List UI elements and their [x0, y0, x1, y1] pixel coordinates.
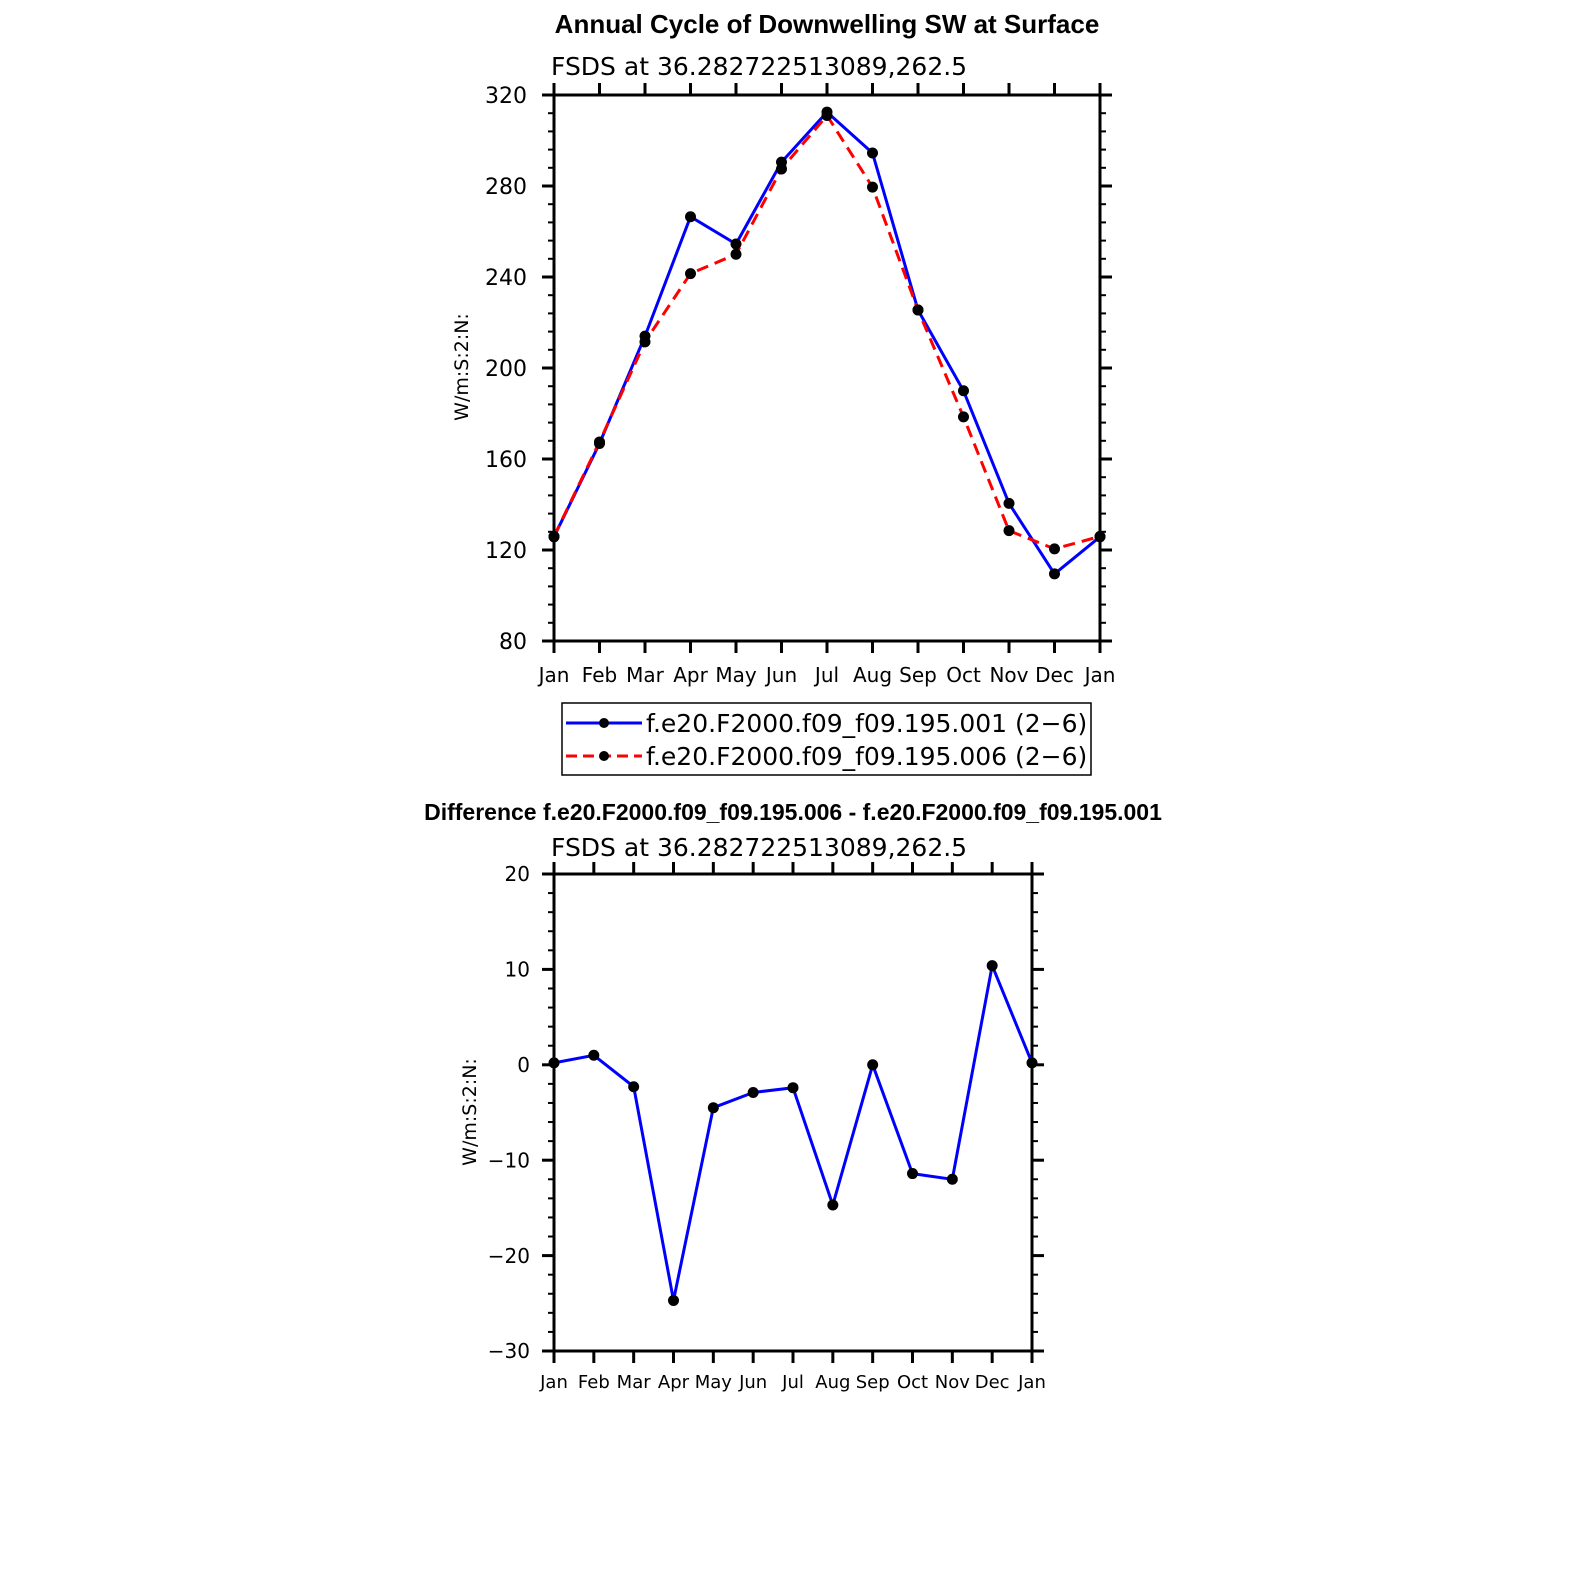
y-tick-label: −20: [488, 1244, 530, 1268]
x-tick-label: May: [715, 663, 757, 687]
data-point-series-1: [1049, 568, 1060, 580]
chart-2-subtitle: FSDS at 36.282722513089,262.5: [551, 833, 967, 862]
series-line-2: [552, 114, 1101, 551]
x-tick-label: Jan: [1017, 1372, 1046, 1393]
chart-1-legend: f.e20.F2000.f09_f09.195.001 (2−6) f.e20.…: [561, 702, 1092, 776]
chart-1-title: Annual Cycle of Downwelling SW at Surfac…: [555, 9, 1100, 39]
y-tick-label: 20: [505, 862, 530, 886]
x-tick-label: Jan: [537, 663, 570, 687]
plot-frame: [552, 872, 1034, 1353]
data-point-series-1: [730, 238, 742, 250]
x-tick-label: Aug: [853, 663, 892, 687]
data-point-series-2: [685, 268, 696, 280]
series-line-1: [553, 964, 1034, 1302]
legend-marker-series-2: [599, 751, 609, 761]
data-point-series-1: [958, 385, 969, 397]
x-tick-label: Oct: [946, 663, 981, 687]
x-tick-label: Jul: [813, 663, 839, 687]
data-point-series-2: [730, 248, 742, 260]
data-point-series-2: [1003, 525, 1015, 537]
y-tick-label: 0: [517, 1053, 530, 1077]
data-point-series-1: [787, 1082, 799, 1094]
series-line-1: [552, 110, 1101, 576]
x-tick-label: Apr: [673, 663, 708, 687]
data-point-series-1: [707, 1102, 719, 1114]
y-tick-label: 10: [505, 958, 530, 982]
x-tick-label: Nov: [989, 663, 1028, 687]
data-point-series-1: [1026, 1057, 1038, 1069]
data-point-series-1: [867, 147, 878, 159]
x-tick-label: Jun: [738, 1372, 767, 1393]
legend-label-series-1: f.e20.F2000.f09_f09.195.001 (2−6): [646, 709, 1087, 738]
data-point-series-1: [907, 1168, 918, 1180]
x-tick-label: Mar: [626, 663, 665, 687]
y-tick-label: 240: [485, 266, 527, 291]
x-tick-label: Jul: [781, 1372, 804, 1393]
x-tick-label: Nov: [935, 1372, 970, 1393]
data-point-series-1: [668, 1294, 679, 1306]
x-tick-label: Apr: [658, 1372, 690, 1393]
data-point-series-1: [628, 1081, 640, 1093]
y-tick-label: 320: [485, 84, 527, 109]
plot-frame: [552, 93, 1102, 643]
data-point-series-2: [958, 411, 969, 423]
data-point-series-1: [867, 1059, 879, 1071]
data-point-series-2: [776, 163, 787, 175]
data-point-series-2: [821, 109, 833, 121]
data-point-series-2: [1094, 530, 1106, 542]
chart-2-ylabel: W/m:S:2:N:: [459, 1058, 481, 1166]
data-point-series-2: [1049, 543, 1060, 555]
y-tick-label: −10: [488, 1148, 530, 1172]
data-point-series-2: [639, 336, 651, 348]
chart-1-ylabel: W/m:S:2:N:: [451, 313, 473, 421]
data-point-series-2: [548, 530, 560, 542]
data-point-series-1: [548, 1057, 560, 1069]
legend-marker-series-1: [599, 718, 609, 728]
x-tick-label: Dec: [1035, 663, 1074, 687]
x-tick-label: Feb: [578, 1372, 610, 1393]
x-tick-label: Feb: [582, 663, 617, 687]
legend-label-series-2: f.e20.F2000.f09_f09.195.006 (2−6): [646, 742, 1087, 771]
x-tick-label: Oct: [897, 1372, 928, 1393]
x-tick-label: Aug: [815, 1372, 850, 1393]
data-point-series-1: [747, 1086, 759, 1098]
x-tick-label: Sep: [856, 1372, 890, 1393]
data-point-series-1: [1003, 497, 1015, 509]
chart-2-title: Difference f.e20.F2000.f09_f09.195.006 -…: [424, 799, 1162, 825]
y-tick-label: −30: [488, 1339, 530, 1363]
y-tick-label: 80: [499, 630, 527, 655]
data-point-series-2: [912, 304, 924, 316]
y-tick-label: 200: [485, 357, 527, 382]
data-point-series-2: [867, 181, 878, 193]
data-point-series-1: [986, 960, 998, 972]
y-tick-label: 280: [485, 175, 527, 200]
y-tick-label: 160: [485, 448, 527, 473]
chart-1-plot: 80 120 160 200 240 280 320 Jan Feb Mar Apr May Jun Ju…: [485, 83, 1115, 687]
x-tick-label: Jan: [1083, 663, 1116, 687]
legend-box: [561, 702, 1092, 776]
data-point-series-1: [827, 1199, 839, 1211]
x-tick-label: May: [695, 1372, 733, 1393]
chart-1-subtitle: FSDS at 36.282722513089,262.5: [551, 52, 967, 81]
data-point-series-2: [594, 436, 605, 448]
x-tick-label: Mar: [617, 1372, 652, 1393]
data-point-series-1: [588, 1049, 600, 1061]
data-point-series-1: [685, 211, 696, 223]
x-tick-label: Jun: [764, 663, 797, 687]
x-tick-label: Dec: [975, 1372, 1010, 1393]
chart-2-plot: −30 −20 −10 0 10 20 Jan Feb Mar Apr May Jun Jul Aug Se…: [488, 862, 1046, 1393]
x-tick-label: Sep: [899, 663, 937, 687]
data-point-series-1: [946, 1173, 958, 1185]
x-tick-label: Jan: [539, 1372, 568, 1393]
y-tick-label: 120: [485, 539, 527, 564]
